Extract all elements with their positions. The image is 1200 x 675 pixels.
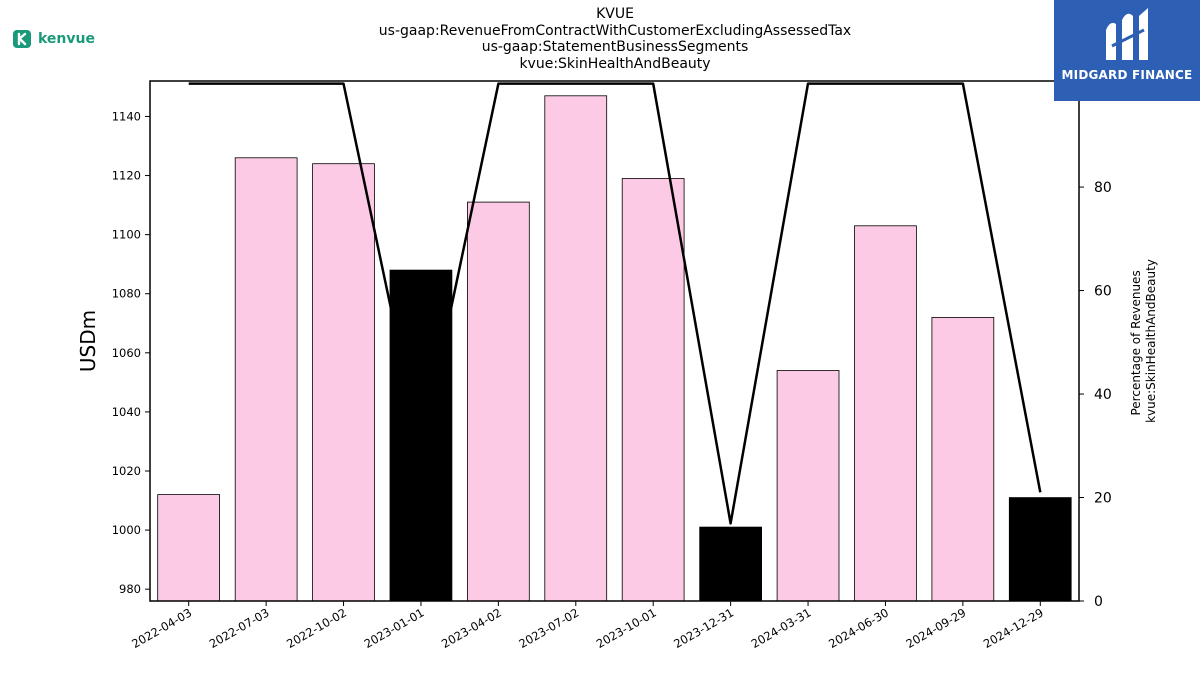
- x-tick-label: 2022-10-02: [284, 605, 349, 651]
- bar-2022-04-03: [157, 494, 220, 602]
- x-tick-label: 2024-06-30: [826, 605, 891, 651]
- bar-2024-09-29: [931, 316, 995, 602]
- midgard-m-icon: [1106, 8, 1148, 60]
- y2-axis-label-line-2: kvue:SkinHealthAndBeauty: [1144, 259, 1158, 423]
- bar-2024-03-31: [776, 370, 840, 602]
- title-line-2: us-gaap:RevenueFromContractWithCustomerE…: [378, 22, 852, 39]
- kenvue-k-icon: [13, 30, 31, 48]
- x-axis: 2022-04-03 2022-07-03 2022-10-02 2023-01-01…: [129, 601, 1046, 651]
- kenvue-logo: kenvue: [12, 28, 95, 50]
- x-tick-label: 2023-12-31: [671, 605, 736, 651]
- y-tick-label: 1020: [112, 464, 141, 478]
- bars-layer: [157, 95, 1072, 602]
- y-tick-label: 1000: [112, 523, 141, 537]
- y2-axis-label-line-1: Percentage of Revenues: [1129, 270, 1143, 415]
- bar-2023-07-02: [544, 95, 608, 602]
- y2-tick-label: 0: [1094, 594, 1103, 610]
- bar-2023-04-02: [466, 201, 530, 602]
- bar-2023-12-31: [699, 526, 763, 602]
- y2-tick-label: 40: [1094, 387, 1112, 403]
- y-tick-label: 1100: [112, 228, 141, 242]
- bar-2023-01-01: [389, 269, 453, 602]
- bar-2024-06-30: [854, 225, 917, 602]
- x-tick-label: 2023-04-02: [439, 605, 504, 651]
- percentage-line: [188, 82, 1042, 525]
- y-axis-label: USDm: [76, 310, 100, 372]
- midgard-finance-badge: MIDGARD FINANCE: [1054, 0, 1200, 101]
- x-tick-label: 2024-09-29: [904, 605, 969, 651]
- chart-title: KVUE us-gaap:RevenueFromContractWithCust…: [300, 6, 930, 72]
- percentage-line-layer: [188, 82, 1042, 525]
- x-tick-label: 2024-12-29: [981, 605, 1046, 651]
- plot-frame: [149, 80, 1080, 602]
- y-tick-label: 980: [119, 582, 141, 596]
- y2-tick-label: 60: [1094, 284, 1112, 300]
- y-tick-label: 1060: [112, 346, 141, 360]
- y-axis-right: 020406080100: [1079, 77, 1121, 610]
- kenvue-logo-text: kenvue: [38, 31, 95, 47]
- y2-tick-label: 80: [1094, 180, 1112, 196]
- midgard-finance-text: MIDGARD FINANCE: [1061, 68, 1193, 82]
- x-tick-label: 2024-03-31: [749, 605, 814, 651]
- y-tick-label: 1140: [112, 109, 141, 123]
- y-axis-left: 980 1000 1020 1040 1060 1080 1100 1120 1140: [112, 109, 150, 596]
- y-tick-label: 1080: [112, 287, 141, 301]
- y2-tick-label: 20: [1094, 491, 1112, 507]
- bar-2022-07-03: [234, 157, 298, 602]
- y-tick-label: 1120: [112, 169, 141, 183]
- title-line-3: us-gaap:StatementBusinessSegments: [481, 39, 749, 55]
- x-tick-label: 2023-10-01: [594, 605, 659, 651]
- bar-2022-10-02: [312, 163, 375, 602]
- y-tick-label: 1040: [112, 405, 141, 419]
- y2-axis-label: Percentage of Revenues kvue:SkinHealthAn…: [1129, 259, 1158, 423]
- x-tick-label: 2023-01-01: [362, 605, 427, 651]
- x-tick-label: 2023-07-02: [516, 605, 581, 651]
- title-line-4: kvue:SkinHealthAndBeauty: [519, 55, 711, 72]
- x-tick-label: 2022-07-03: [207, 605, 272, 651]
- x-tick-label: 2022-04-03: [129, 605, 194, 651]
- bar-2023-10-01: [621, 178, 685, 602]
- title-line-1: KVUE: [596, 6, 634, 22]
- bar-2024-12-29: [1008, 497, 1072, 602]
